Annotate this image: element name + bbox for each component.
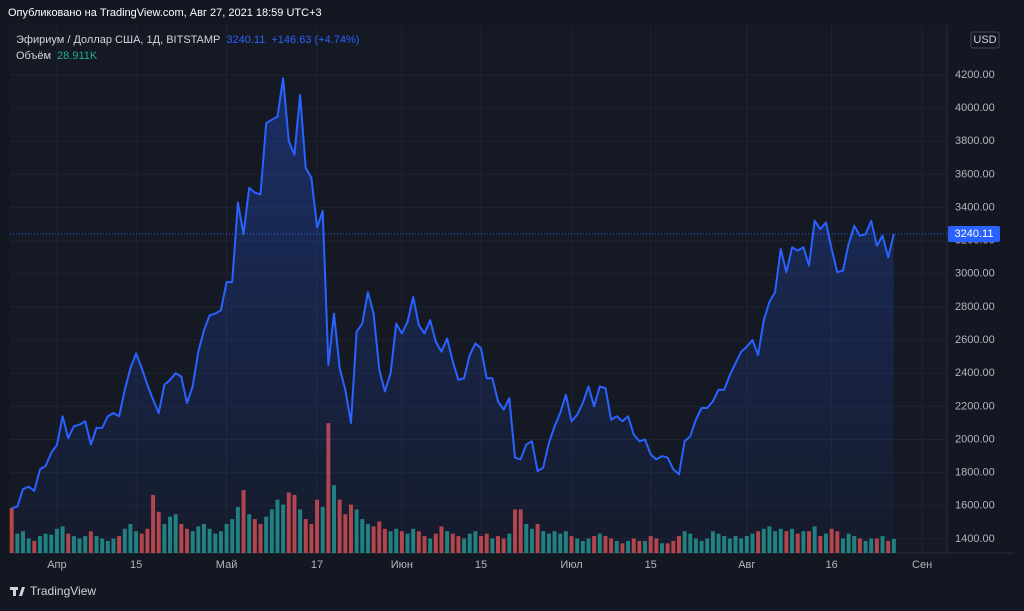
volume-last: 28.911K: [57, 50, 98, 62]
y-tick-label: 2400.00: [955, 367, 995, 379]
y-tick-label: 2200.00: [955, 400, 995, 412]
y-tick-label: 4000.00: [955, 102, 995, 114]
y-tick-label: 3000.00: [955, 268, 995, 280]
y-tick-label: 1400.00: [955, 533, 995, 545]
y-tick-label: 2800.00: [955, 301, 995, 313]
last-price-label: 3240.11: [955, 228, 994, 240]
x-tick-label: Сен: [912, 559, 932, 571]
y-tick-label: 2600.00: [955, 334, 995, 346]
x-tick-label: 15: [645, 559, 657, 571]
brand: TradingView: [30, 584, 96, 598]
y-tick-label: 1600.00: [955, 500, 995, 512]
logo: [10, 587, 25, 596]
x-tick-label: Апр: [47, 559, 66, 571]
price: [10, 77, 947, 554]
y-tick-label: 2000.00: [955, 433, 995, 445]
y-tick-label: 1800.00: [955, 467, 995, 479]
price-area: [11, 78, 894, 554]
last-price-box: [948, 226, 1000, 243]
currency-box[interactable]: [970, 31, 1000, 49]
y-tick-label: 3600.00: [955, 168, 995, 180]
price-line: [11, 77, 895, 510]
volume-bar: [891, 538, 896, 553]
logo-mark: [19, 587, 25, 596]
chart-title: Эфириум / Доллар США, 1Д, BITSTAMP: [16, 34, 220, 46]
currency[interactable]: USD: [973, 34, 996, 46]
labels: 3240.11 +146.63 (+4.74%) 1400.00 1600.00 180…: [47, 34, 1000, 571]
x-tick-label: Июл: [560, 559, 582, 571]
volume-title: Объём: [16, 50, 51, 62]
published: Опубликовано на TradingView.com, Авг 27,…: [8, 7, 322, 19]
logo-mark: [13, 587, 16, 596]
y-tick-label: 3400.00: [955, 201, 995, 213]
x-tick-label: 15: [130, 559, 142, 571]
x-tick-label: Июн: [391, 559, 413, 571]
last-price: 3240.11: [226, 34, 265, 46]
x-tick-label: 16: [826, 559, 838, 571]
volume-bar: [9, 507, 14, 553]
x-tick-label: Май: [216, 559, 238, 571]
x-tick-label: 15: [475, 559, 487, 571]
y-tick-label: 4200.00: [955, 69, 995, 81]
price-change: +146.63 (+4.74%): [271, 34, 359, 46]
y-tick-label: 3800.00: [955, 135, 995, 147]
x-tick-label: 17: [311, 559, 323, 571]
x-tick-label: Авг: [738, 559, 755, 571]
